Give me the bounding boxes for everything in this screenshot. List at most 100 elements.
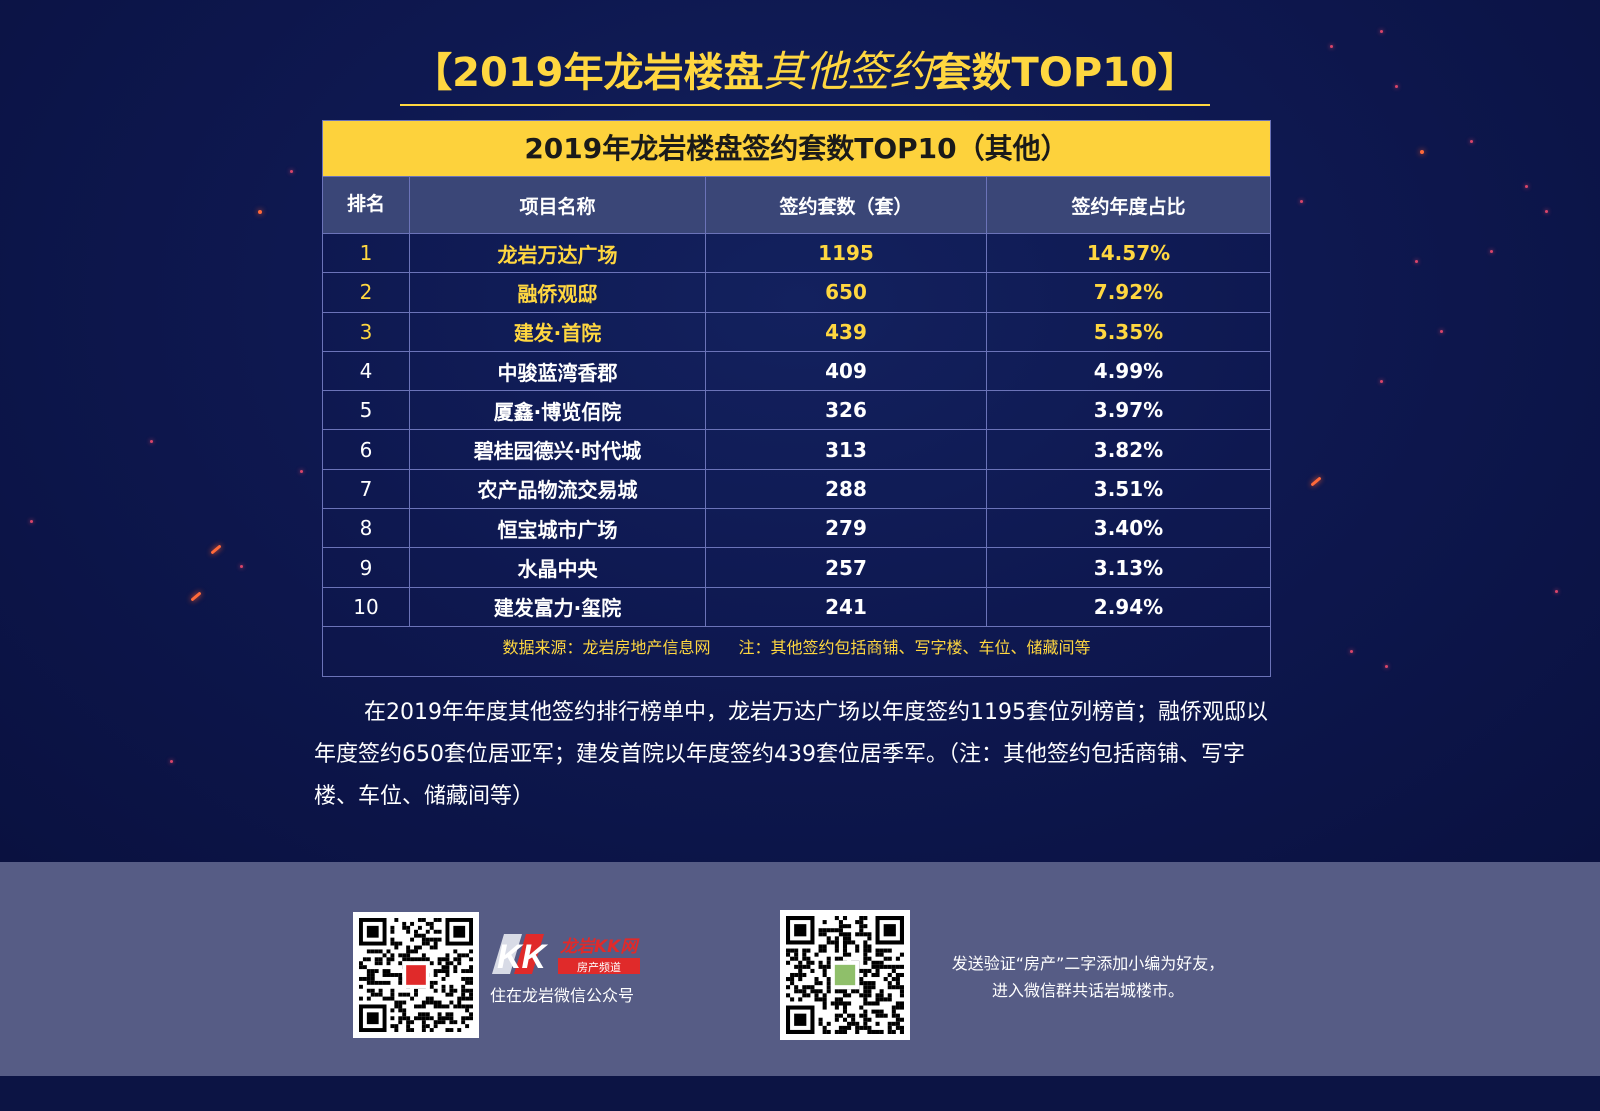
column-header-rank: 排名 xyxy=(323,177,410,233)
share-cell: 3.40% xyxy=(1093,516,1164,541)
project-name-cell: 厦鑫·博览佰院 xyxy=(410,391,706,430)
ranking-table: 2019年龙岩楼盘签约套数TOP10（其他） 排名 项目名称 签约套数（套） 签… xyxy=(322,120,1271,677)
project-name-cell: 建发富力·玺院 xyxy=(410,587,706,626)
count-cell: 326 xyxy=(706,391,987,430)
share-cell: 5.35% xyxy=(1093,319,1164,344)
share-cell: 3.97% xyxy=(1093,398,1164,423)
rank-cell: 5 xyxy=(323,391,410,430)
project-name-cell: 中骏蓝湾香郡 xyxy=(410,351,706,391)
spark-decoration xyxy=(1395,85,1398,88)
spark-decoration xyxy=(1415,260,1418,263)
spark-decoration xyxy=(1310,476,1322,487)
share-cell: 14.57% xyxy=(1086,241,1171,266)
brand-name: 龙岩KK网 xyxy=(560,937,640,957)
column-header-name: 项目名称 xyxy=(410,177,706,233)
table-row: 7 农产品物流交易城 288 3.51% xyxy=(323,469,1270,510)
table-footnote: 数据来源：龙岩房地产信息网 注：其他签约包括商铺、写字楼、车位、储藏间等 xyxy=(323,627,1270,668)
main-title-prefix: 【2019年龙岩楼盘 xyxy=(412,50,764,96)
spark-decoration xyxy=(240,565,243,568)
data-source: 数据来源：龙岩房地产信息网 xyxy=(502,637,711,657)
table-heading: 2019年龙岩楼盘签约套数TOP10（其他） xyxy=(323,121,1270,177)
project-name-cell: 恒宝城市广场 xyxy=(410,509,706,548)
rank-cell: 4 xyxy=(323,351,410,391)
qr1-caption: 住在龙岩微信公众号 xyxy=(490,986,635,1005)
qr2-line-1: 发送验证“房产”二字添加小编为好友， xyxy=(951,954,1225,973)
title-underline xyxy=(400,104,1210,106)
project-name-cell: 建发·首院 xyxy=(410,312,706,351)
table-row: 2 融侨观邸 650 7.92% xyxy=(323,273,1270,313)
count-cell: 439 xyxy=(706,312,987,351)
main-title: 【2019年龙岩楼盘其他签约套数TOP10】 xyxy=(400,42,1210,102)
rank-cell: 3 xyxy=(323,312,410,351)
editor-qr-code xyxy=(780,910,910,1040)
spark-decoration xyxy=(1545,210,1548,213)
qr-code-icon xyxy=(359,918,473,1032)
column-header-count: 签约套数（套） xyxy=(706,177,987,233)
rank-cell: 2 xyxy=(323,273,410,312)
spark-decoration xyxy=(1555,590,1558,593)
table-column-header: 排名 项目名称 签约套数（套） 签约年度占比 xyxy=(323,177,1270,234)
summary-paragraph: 在2019年年度其他签约排行榜单中，龙岩万达广场以年度签约1195套位列榜首；融… xyxy=(314,700,1268,809)
spark-decoration xyxy=(1525,185,1528,188)
spark-decoration xyxy=(210,544,222,555)
rank-cell: 6 xyxy=(323,430,410,469)
brand-logo: KK 龙岩KK网 房产频道 xyxy=(492,934,640,976)
table-row: 4 中骏蓝湾香郡 409 4.99% xyxy=(323,351,1270,392)
spark-decoration xyxy=(258,210,262,214)
project-name-cell: 龙岩万达广场 xyxy=(410,234,706,273)
brand-mark: KK xyxy=(497,938,549,976)
share-cell: 4.99% xyxy=(1093,359,1164,384)
wechat-qr-code xyxy=(353,912,479,1038)
table-row: 3 建发·首院 439 5.35% xyxy=(323,312,1270,352)
count-cell: 241 xyxy=(706,587,987,626)
spark-decoration xyxy=(1380,30,1383,33)
rank-cell: 9 xyxy=(323,548,410,587)
count-cell: 257 xyxy=(706,548,987,587)
spark-decoration xyxy=(1470,140,1473,143)
main-title-suffix: 套数TOP10】 xyxy=(931,50,1198,96)
share-cell: 3.13% xyxy=(1093,555,1164,580)
spark-decoration xyxy=(1440,330,1443,333)
count-cell: 288 xyxy=(706,469,987,509)
table-body: 1 龙岩万达广场 1195 14.57% 2 融侨观邸 650 7.92% 3 建发·首院 439 5… xyxy=(323,234,1270,627)
bottom-strip xyxy=(0,1076,1600,1111)
rank-cell: 7 xyxy=(323,469,410,509)
table-row: 5 厦鑫·博览佰院 326 3.97% xyxy=(323,391,1270,431)
spark-decoration xyxy=(150,440,153,443)
count-cell: 650 xyxy=(706,273,987,312)
project-name-cell: 融侨观邸 xyxy=(410,273,706,312)
spark-decoration xyxy=(1490,250,1493,253)
spark-decoration xyxy=(1330,45,1333,48)
share-cell: 3.51% xyxy=(1093,476,1164,501)
share-cell: 3.82% xyxy=(1093,437,1164,462)
spark-decoration xyxy=(1350,650,1353,653)
count-cell: 313 xyxy=(706,430,987,469)
rank-cell: 8 xyxy=(323,509,410,548)
count-cell: 1195 xyxy=(706,234,987,273)
count-cell: 279 xyxy=(706,509,987,548)
spark-decoration xyxy=(1420,150,1424,154)
spark-decoration xyxy=(1385,665,1388,668)
rank-cell: 10 xyxy=(323,587,410,626)
rank-cell: 1 xyxy=(323,234,410,273)
spark-decoration xyxy=(170,760,173,763)
qr2-instructions: 发送验证“房产”二字添加小编为好友， 进入微信群共话岩城楼市。 xyxy=(918,950,1258,1004)
table-row: 8 恒宝城市广场 279 3.40% xyxy=(323,509,1270,549)
spark-decoration xyxy=(30,520,33,523)
share-cell: 2.94% xyxy=(1093,594,1164,619)
qr2-line-2: 进入微信群共话岩城楼市。 xyxy=(991,981,1184,1000)
spark-decoration xyxy=(1300,200,1303,203)
table-row: 9 水晶中央 257 3.13% xyxy=(323,548,1270,588)
count-cell: 409 xyxy=(706,351,987,391)
table-row: 1 龙岩万达广场 1195 14.57% xyxy=(323,234,1270,274)
project-name-cell: 农产品物流交易城 xyxy=(410,469,706,509)
main-title-script: 其他签约 xyxy=(763,47,932,96)
table-row: 10 建发富力·玺院 241 2.94% xyxy=(323,587,1270,627)
brand-subtitle: 房产频道 xyxy=(577,960,621,974)
project-name-cell: 碧桂园德兴·时代城 xyxy=(410,430,706,469)
spark-decoration xyxy=(190,591,202,602)
column-header-share: 签约年度占比 xyxy=(1071,195,1186,218)
spark-decoration xyxy=(300,470,303,473)
spark-decoration xyxy=(1380,380,1383,383)
table-note: 注：其他签约包括商铺、写字楼、车位、储藏间等 xyxy=(738,637,1091,657)
